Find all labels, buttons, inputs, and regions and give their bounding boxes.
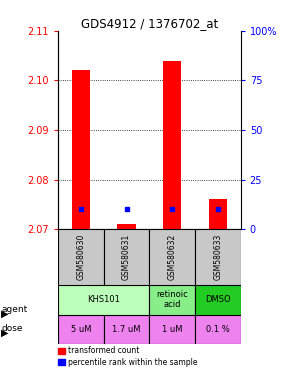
Bar xyxy=(149,314,195,344)
Text: 5 uM: 5 uM xyxy=(70,325,91,334)
Bar xyxy=(104,229,149,285)
Bar xyxy=(58,229,104,285)
Text: agent: agent xyxy=(1,305,28,314)
Legend: transformed count, percentile rank within the sample: transformed count, percentile rank withi… xyxy=(58,346,197,367)
Bar xyxy=(58,314,104,344)
Text: GSM580631: GSM580631 xyxy=(122,234,131,280)
Bar xyxy=(58,285,149,314)
Bar xyxy=(195,229,241,285)
Bar xyxy=(104,314,149,344)
Text: 1.7 uM: 1.7 uM xyxy=(112,325,141,334)
Bar xyxy=(163,61,181,229)
Text: KHS101: KHS101 xyxy=(87,295,120,304)
Text: GSM580632: GSM580632 xyxy=(168,234,177,280)
Text: dose: dose xyxy=(1,324,23,333)
Bar xyxy=(72,70,90,229)
Bar xyxy=(209,199,227,229)
Text: 0.1 %: 0.1 % xyxy=(206,325,230,334)
Bar xyxy=(149,229,195,285)
Text: retinoic
acid: retinoic acid xyxy=(156,290,188,309)
Text: GSM580630: GSM580630 xyxy=(76,234,85,280)
Text: DMSO: DMSO xyxy=(205,295,231,304)
Bar xyxy=(195,314,241,344)
Bar xyxy=(195,285,241,314)
Text: ▶: ▶ xyxy=(1,309,9,319)
Text: ▶: ▶ xyxy=(1,328,9,338)
Text: GSM580633: GSM580633 xyxy=(213,234,222,280)
Title: GDS4912 / 1376702_at: GDS4912 / 1376702_at xyxy=(81,17,218,30)
Text: 1 uM: 1 uM xyxy=(162,325,182,334)
Bar xyxy=(117,224,136,229)
Bar xyxy=(149,285,195,314)
